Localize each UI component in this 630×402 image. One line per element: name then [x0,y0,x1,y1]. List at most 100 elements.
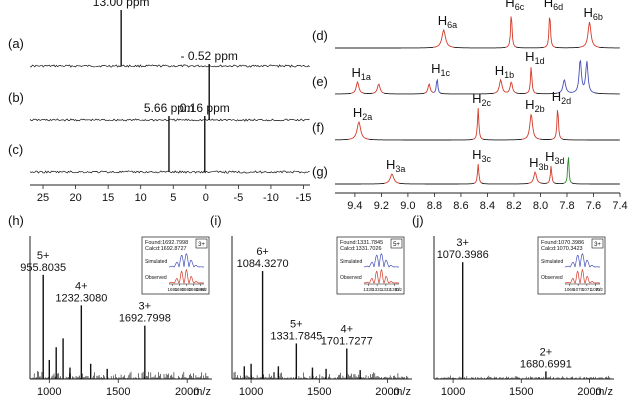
spectrum-trace [453,46,506,49]
peak-label-subscript: 1b [504,70,514,80]
inset-calcd: Calcd:1070.3423 [541,246,583,252]
spectrum-trace [571,59,596,94]
inset-tick-label: 1072 [591,287,602,292]
mass-label: 1070.3986 [437,249,489,261]
spectrum-trace [482,138,523,141]
peak-label-letter: H [431,61,440,76]
peak-label-letter: H [584,5,593,20]
charge-label: 2+ [540,346,553,358]
peak-label-letter: H [352,65,361,80]
panel-label: (j) [412,213,424,228]
isotope-envelope [565,268,600,284]
x-tick-label: 1000 [239,386,263,398]
spectrum-baseline [29,170,310,174]
peak-label-subscript: 1c [440,68,450,78]
peak-label: H6d [544,0,563,12]
peak-label-letter: H [472,147,481,162]
ms-panel-i: (i)6+1084.32705+1331.78454+1701.72771000… [210,213,412,398]
x-tick-label: 0 [203,192,209,204]
spectrum-trace [439,92,495,95]
spectrum-trace [350,80,364,94]
spectrum-trace [383,92,425,95]
spectrum-label: (b) [8,90,24,105]
peak-label: H3b [529,155,548,172]
spectrum-trace [540,182,548,184]
inset-charge: 3+ [198,242,205,248]
peak-label-subscript: 6d [553,2,563,12]
inset-tick-label: 1069 [564,287,575,292]
spectrum-trace [551,110,563,140]
spectrum-label: (d) [312,28,328,43]
peak-label-letter: H [438,13,447,28]
spectrum-trace [335,182,385,185]
isotope-envelope [364,268,399,284]
spectrum-trace [398,182,475,185]
mass-label: 1692.7998 [119,313,171,325]
spectrum-trace [424,83,434,94]
x-tick-label: 7.6 [586,200,601,212]
inset-tick-label: 1694 [188,287,199,292]
peak-label-letter: H [505,0,514,10]
x-tick-label: 2000 [577,386,601,398]
inset-observed-label: Observed [145,275,167,281]
x-tick-label: 15 [102,192,114,204]
mass-label: 1680.6991 [520,358,572,370]
spectrum-trace [554,46,580,49]
spectrum-trace [368,138,473,141]
peak-label-letter: H [525,97,534,112]
charge-box [591,238,604,249]
inset-tick-label: 1071 [582,287,593,292]
spectrum-trace [433,28,454,48]
isotope-envelope [363,253,399,268]
peak-label: H1d [525,49,544,66]
spectrum-trace [472,107,484,140]
spectrum-trace [433,78,441,93]
charge-label: 3+ [456,237,469,249]
inset-tick-label: 1331 [372,287,383,292]
spectrum-trace [562,138,620,141]
spectrum-trace [372,83,384,94]
peak-label-subscript: 2c [482,98,492,108]
spectrum-trace [335,46,434,49]
spectrum-trace [473,163,482,184]
inset-calcd: Calcd:1692.8727 [145,246,187,252]
spectrum-trace [362,92,373,94]
inset-found: Found:1331.7845 [340,240,383,246]
panel-label: (h) [8,213,24,228]
x-tick-label: 8.4 [480,200,495,212]
charge-label: 5+ [37,250,50,262]
spectrum-label: (e) [312,74,328,89]
peak-label-letter: H [545,149,554,164]
inset-tick-label: 1695 [195,287,206,292]
inset-simulated-label: Simulated [340,259,362,265]
x-tick-label: 7.8 [559,200,574,212]
peak-label-letter: H [525,49,534,64]
spectrum-trace [515,92,527,94]
p31-nmr-panel: (a) 13.00 ppm (b) - 0.52 ppm (c) 5.66 ppm0.16… [8,0,311,204]
spectrum-trace [557,78,571,94]
peak-label-subscript: 2a [362,112,372,122]
spectrum-trace [505,16,517,48]
peak-label: H6a [438,13,457,30]
peak-label: H1c [431,61,450,78]
mass-label: 1232.3080 [55,292,107,304]
peak-label-letter: H [353,105,362,120]
inset-tick-label: 1692 [174,287,185,292]
peak-label: H2b [525,97,544,114]
peak-label: H3c [472,147,491,164]
inset-observed-label: Observed [340,275,362,281]
peak-label: H1b [495,63,514,80]
peak-label: H1a [352,65,371,82]
spectrum-trace [384,173,400,184]
peak-label-subscript: 3b [539,162,549,172]
spectrum-trace [535,92,558,95]
spectrum-label: (a) [8,36,24,51]
x-tick-label: 9.0 [400,200,415,212]
isotope-envelope [564,253,600,268]
peak-label-subscript: 3a [395,164,405,174]
spectrum-trace [334,138,349,141]
peak-label-subscript: 2d [561,96,571,106]
spectrum-trace [579,21,600,48]
